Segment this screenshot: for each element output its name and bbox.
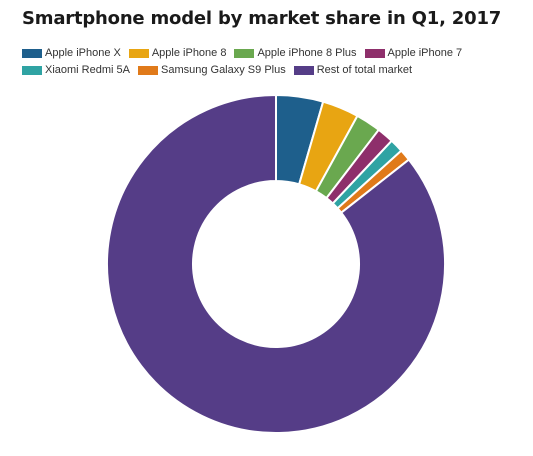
legend-label-apple-iphone-x: Apple iPhone X: [45, 47, 121, 59]
legend-swatch-xiaomi-redmi-5a: [22, 65, 42, 75]
legend-item-xiaomi-redmi-5a: Xiaomi Redmi 5A: [22, 63, 130, 77]
legend-swatch-rest-of-total-market: [293, 65, 314, 75]
legend-item-apple-iphone-8: Apple iPhone 8: [128, 46, 227, 60]
legend-swatch-samsung-galaxy-s9-plus: [137, 65, 158, 75]
chart-title: Smartphone model by market share in Q1, …: [22, 8, 502, 29]
legend-label-rest-of-total-market: Rest of total market: [316, 64, 413, 76]
legend-item-apple-iphone-8-plus: Apple iPhone 8 Plus: [234, 46, 357, 60]
legend-swatch-apple-iphone-8: [128, 48, 149, 58]
legend-item-samsung-galaxy-s9-plus: Samsung Galaxy S9 Plus: [137, 63, 286, 77]
legend-label-apple-iphone-7: Apple iPhone 7: [387, 47, 463, 59]
legend-label-samsung-galaxy-s9-plus: Samsung Galaxy S9 Plus: [160, 64, 286, 76]
legend-item-apple-iphone-x: Apple iPhone X: [22, 46, 121, 60]
legend-label-apple-iphone-8: Apple iPhone 8: [151, 47, 227, 59]
legend-label-xiaomi-redmi-5a: Xiaomi Redmi 5A: [45, 64, 130, 76]
legend-swatch-apple-iphone-7: [364, 48, 385, 58]
chart-legend: Apple iPhone X Apple iPhone 8 Apple iPhone…: [22, 46, 527, 77]
legend-item-rest-of-total-market: Rest of total market: [293, 63, 413, 77]
legend-label-apple-iphone-8-plus: Apple iPhone 8 Plus: [257, 47, 357, 59]
donut-slices: [106, 94, 446, 434]
legend-item-apple-iphone-7: Apple iPhone 7: [364, 46, 463, 60]
legend-swatch-apple-iphone-8-plus: [234, 48, 255, 58]
legend-swatch-apple-iphone-x: [22, 48, 42, 58]
slice-rest-of-total-market: [106, 94, 446, 434]
